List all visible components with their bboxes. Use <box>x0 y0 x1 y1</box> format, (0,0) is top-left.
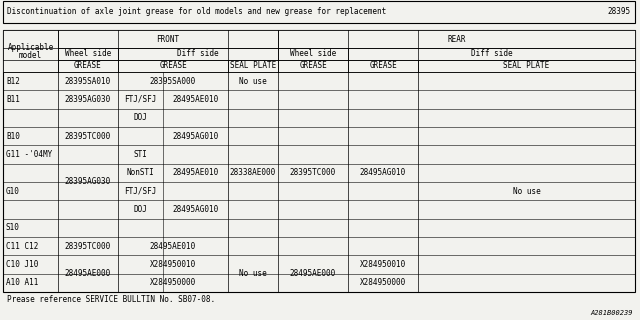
Text: Wheel side: Wheel side <box>290 50 336 59</box>
Text: 28495AG010: 28495AG010 <box>360 168 406 177</box>
Text: 28495AG010: 28495AG010 <box>172 132 219 141</box>
Text: FTJ/SFJ: FTJ/SFJ <box>124 187 157 196</box>
Bar <box>418 60 635 72</box>
Text: FRONT: FRONT <box>156 35 180 44</box>
Bar <box>118 48 278 60</box>
Text: Prease reference SERVICE BULLTIN No. SB07-08.: Prease reference SERVICE BULLTIN No. SB0… <box>7 294 215 303</box>
Text: 28395: 28395 <box>608 7 631 17</box>
Text: GREASE: GREASE <box>159 61 187 70</box>
Bar <box>58 60 118 72</box>
Text: 28495AE010: 28495AE010 <box>172 168 219 177</box>
Text: Diff side: Diff side <box>177 50 219 59</box>
Bar <box>348 60 418 72</box>
Text: No use: No use <box>513 187 540 196</box>
Text: 28395SA000: 28395SA000 <box>150 77 196 86</box>
Text: 28395TC000: 28395TC000 <box>290 168 336 177</box>
Text: 28395TC000: 28395TC000 <box>65 242 111 251</box>
Text: GREASE: GREASE <box>369 61 397 70</box>
Text: 28495AE010: 28495AE010 <box>172 95 219 104</box>
Text: No use: No use <box>239 77 267 86</box>
Text: C10 J10: C10 J10 <box>6 260 38 269</box>
Text: FTJ/SFJ: FTJ/SFJ <box>124 95 157 104</box>
Text: S10: S10 <box>6 223 20 232</box>
Text: GREASE: GREASE <box>299 61 327 70</box>
Bar <box>58 30 278 48</box>
Bar <box>278 30 635 48</box>
Bar <box>348 48 635 60</box>
Text: 28395AG030: 28395AG030 <box>65 95 111 104</box>
Bar <box>118 60 228 72</box>
Text: SEAL PLATE: SEAL PLATE <box>504 61 550 70</box>
Text: A10 A11: A10 A11 <box>6 278 38 287</box>
Text: 28495AG010: 28495AG010 <box>172 205 219 214</box>
Text: GREASE: GREASE <box>74 61 102 70</box>
Text: DOJ: DOJ <box>134 205 147 214</box>
Text: STI: STI <box>134 150 147 159</box>
Text: 28395AG030: 28395AG030 <box>65 178 111 187</box>
Text: Diff side: Diff side <box>470 50 512 59</box>
Text: 28395TC000: 28395TC000 <box>65 132 111 141</box>
Bar <box>278 60 348 72</box>
Bar <box>3 30 635 292</box>
Bar <box>228 60 278 72</box>
Text: Discontinuation of axle joint grease for old models and new grease for replaceme: Discontinuation of axle joint grease for… <box>7 7 387 17</box>
Bar <box>3 1 635 23</box>
Text: model: model <box>19 51 42 60</box>
Text: 28395SA010: 28395SA010 <box>65 77 111 86</box>
Text: DOJ: DOJ <box>134 113 147 122</box>
Text: 28495AE000: 28495AE000 <box>65 269 111 278</box>
Text: X284950000: X284950000 <box>360 278 406 287</box>
Text: NonSTI: NonSTI <box>127 168 154 177</box>
Text: G11 -'04MY: G11 -'04MY <box>6 150 52 159</box>
Bar <box>58 48 118 60</box>
Text: No use: No use <box>239 269 267 278</box>
Text: X284950010: X284950010 <box>150 260 196 269</box>
Bar <box>3 30 58 72</box>
Text: X284950000: X284950000 <box>150 278 196 287</box>
Text: 28338AE000: 28338AE000 <box>230 168 276 177</box>
Text: 28495AE000: 28495AE000 <box>290 269 336 278</box>
Text: REAR: REAR <box>447 35 466 44</box>
Text: C11 C12: C11 C12 <box>6 242 38 251</box>
Text: B11: B11 <box>6 95 20 104</box>
Text: G10: G10 <box>6 187 20 196</box>
Text: Wheel side: Wheel side <box>65 50 111 59</box>
Text: A281B00239: A281B00239 <box>591 310 633 316</box>
Text: 28495AE010: 28495AE010 <box>150 242 196 251</box>
Bar <box>278 48 348 60</box>
Text: B10: B10 <box>6 132 20 141</box>
Text: B12: B12 <box>6 77 20 86</box>
Text: Applicable: Applicable <box>8 44 54 52</box>
Text: SEAL PLATE: SEAL PLATE <box>230 61 276 70</box>
Text: X284950010: X284950010 <box>360 260 406 269</box>
